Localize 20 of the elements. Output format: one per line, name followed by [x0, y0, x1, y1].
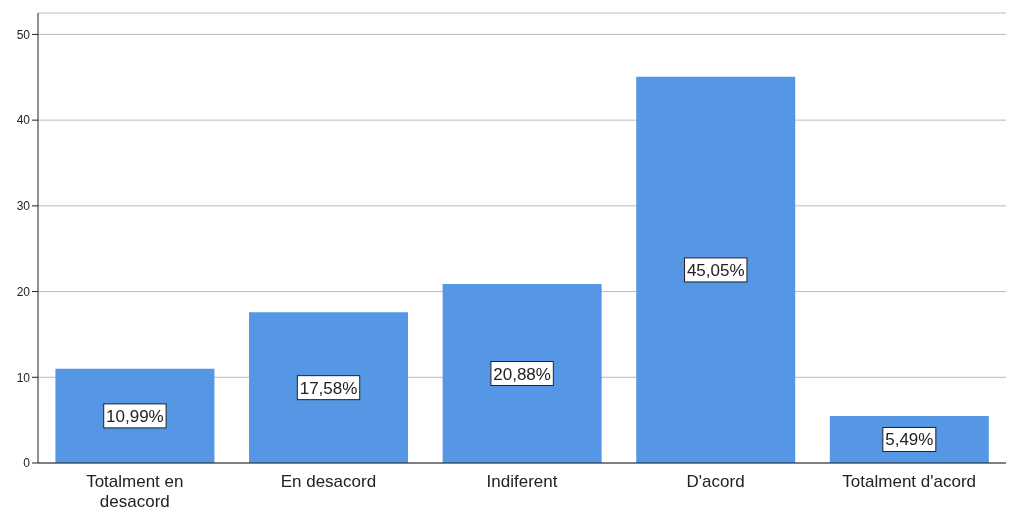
y-tick-label: 0 [23, 456, 31, 471]
y-tick-label: 40 [16, 113, 31, 128]
x-tick-label: Indiferent [486, 472, 558, 491]
x-tick-label: Totalment en desacord [86, 472, 184, 511]
y-tick-label: 10 [16, 370, 31, 385]
bar [442, 284, 602, 463]
bar [636, 76, 796, 463]
bar [55, 368, 215, 463]
data-label: 5,49% [885, 430, 934, 450]
data-label: 10,99% [106, 406, 164, 426]
x-tick-label: En desacord [280, 472, 377, 491]
data-label: 17,58% [299, 378, 358, 398]
bar [249, 312, 409, 463]
data-label: 45,05% [686, 260, 745, 280]
x-tick-label: Totalment d'acord [842, 472, 977, 491]
data-label: 20,88% [493, 364, 551, 384]
y-tick-label: 30 [16, 199, 31, 214]
x-tick-label: D'acord [686, 472, 745, 491]
y-tick-label: 20 [16, 284, 31, 299]
y-tick-label: 50 [16, 27, 31, 42]
